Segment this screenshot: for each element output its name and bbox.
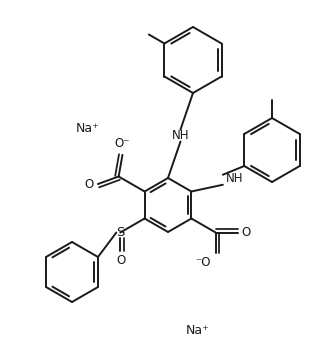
Text: O⁻: O⁻ xyxy=(115,137,130,150)
Text: O: O xyxy=(117,255,126,268)
Text: S: S xyxy=(116,226,125,239)
Text: ⁻O: ⁻O xyxy=(195,257,211,269)
Text: Na⁺: Na⁺ xyxy=(186,323,210,336)
Text: NH: NH xyxy=(172,129,189,142)
Text: NH: NH xyxy=(226,172,243,185)
Text: O: O xyxy=(242,226,251,239)
Text: O: O xyxy=(85,178,94,191)
Text: Na⁺: Na⁺ xyxy=(76,121,100,134)
